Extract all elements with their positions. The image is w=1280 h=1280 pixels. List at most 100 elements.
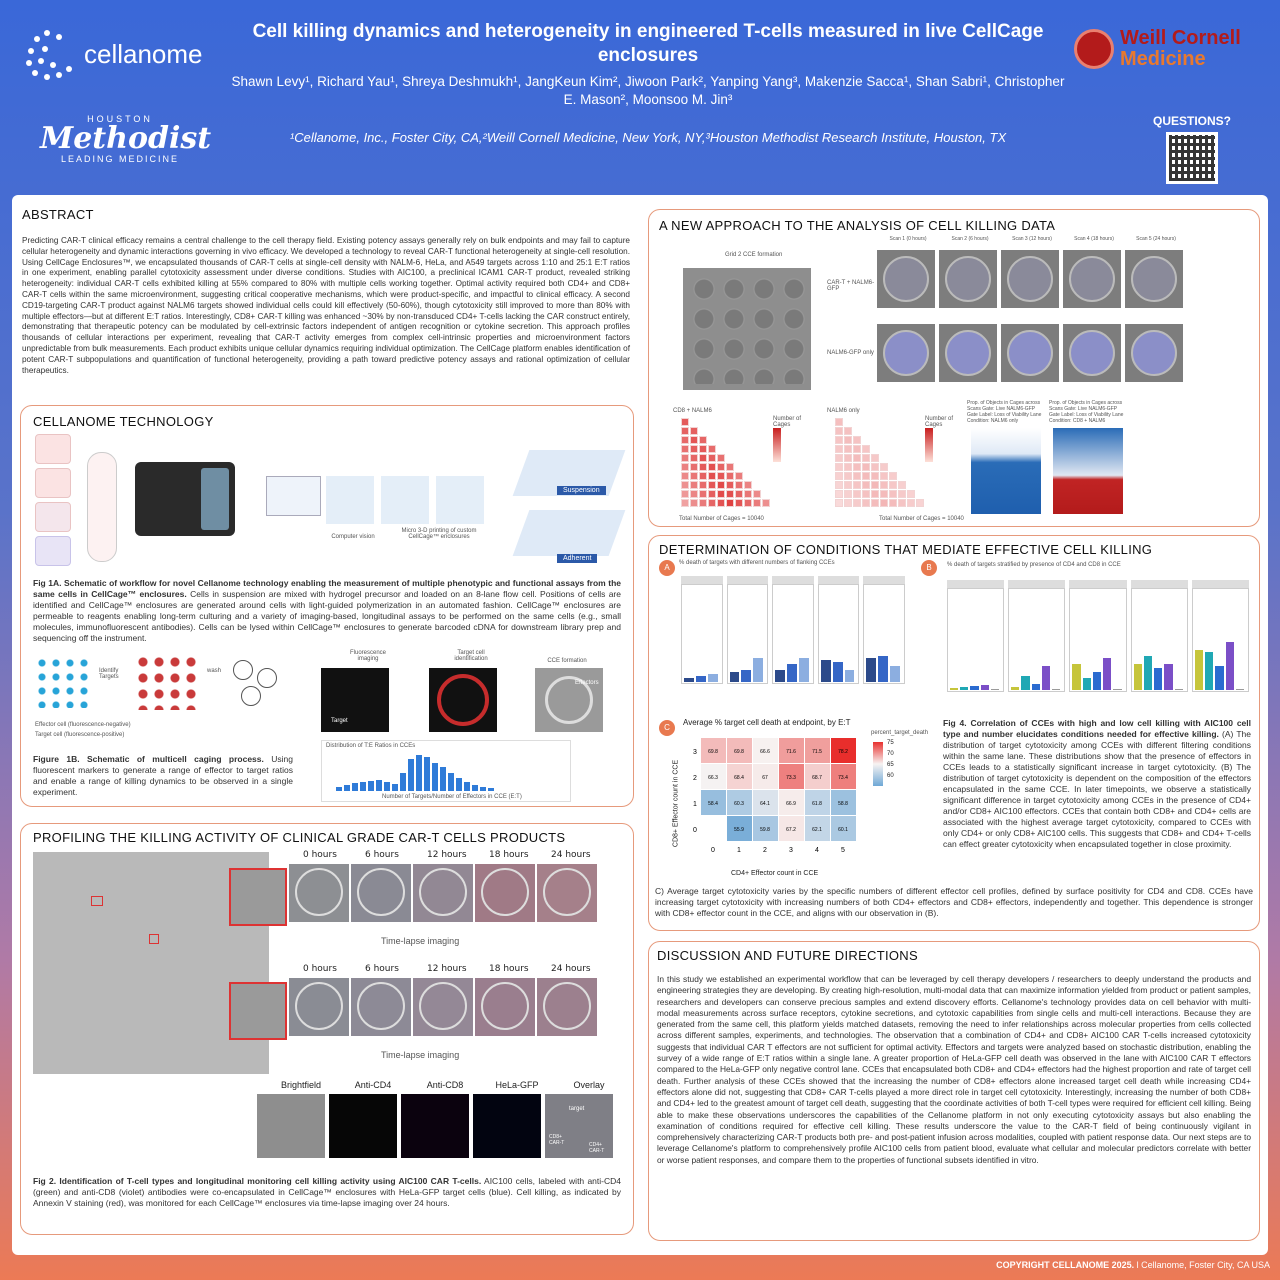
heat-cell	[744, 490, 752, 498]
heat-cell	[871, 499, 879, 507]
heat-cell	[735, 499, 743, 507]
scan-row-2	[877, 324, 1237, 384]
scan-frame	[939, 324, 997, 382]
facet-strip	[681, 576, 723, 584]
box-mark	[1011, 687, 1020, 690]
channel-image: target CD8+ CAR-T CD4+ CAR-T	[545, 1094, 613, 1158]
box-mark	[890, 666, 900, 682]
heat-c-value: 66.9	[786, 801, 796, 807]
channel-image	[401, 1094, 469, 1158]
scan-frame	[1001, 250, 1059, 308]
heat-cell	[708, 499, 716, 507]
time-label: 6 hours	[365, 964, 399, 974]
fluor-label: Fluorescence imaging	[349, 650, 387, 662]
zoom-cce-2	[229, 982, 287, 1040]
heat-cell	[844, 472, 852, 480]
panel-b-marker: B	[921, 560, 937, 576]
heat-c-xlabel: 2	[763, 847, 767, 854]
box-mark	[1052, 689, 1061, 690]
overlay-cd4-label: CD4+ CAR-T	[589, 1142, 605, 1154]
heat-cell	[726, 472, 734, 480]
heat-cell	[699, 472, 707, 480]
box-mark	[1092, 672, 1102, 690]
legend-target: Target cell (fluorescence-positive)	[35, 732, 125, 738]
heat-cell	[907, 499, 915, 507]
heat-c-value: 64.1	[760, 801, 770, 807]
sample-tubes	[35, 434, 71, 574]
scan-label: Scan 2 (6 hours)	[951, 236, 989, 242]
box-mark	[753, 658, 764, 682]
cellcage-tile-1	[381, 476, 429, 524]
heat-c-value: 67	[762, 775, 768, 781]
heat-c-xlabel: 1	[737, 847, 741, 854]
scan-label: Scan 1 (0 hours)	[889, 236, 927, 242]
time-label: 0 hours	[303, 964, 337, 974]
timelapse-frame	[289, 864, 349, 922]
heat-cell	[871, 454, 879, 462]
scan-cce	[1131, 330, 1177, 376]
heat-c-value: 58.4	[708, 801, 718, 807]
timelapse-frame	[413, 864, 473, 922]
box-mark	[684, 678, 694, 682]
heat-c-cell	[831, 738, 856, 763]
heat-c-cell	[831, 790, 856, 815]
scan-frame	[1001, 324, 1059, 382]
qr-code-icon[interactable]	[1166, 132, 1218, 184]
channel-image	[257, 1094, 325, 1158]
facet-panel	[863, 584, 905, 684]
heat-cell	[690, 436, 698, 444]
scan-row-1	[877, 250, 1237, 310]
timelapse-frame	[537, 978, 597, 1036]
heat-c-cell	[727, 764, 752, 789]
heat-c-value: 73.4	[838, 775, 848, 781]
panel-c-xlabel: CD4+ Effector count in CCE	[731, 870, 819, 877]
panel-b-title: % death of targets stratified by presenc…	[947, 562, 1121, 568]
heat1-colorbar	[773, 428, 781, 462]
prop1-title: Prop. of Objects in Cages across Scans G…	[967, 400, 1042, 424]
timelapse-frame	[475, 978, 535, 1036]
heat-c-value: 61.8	[812, 801, 822, 807]
heat-c-value: 78.2	[838, 749, 848, 755]
heat-cell	[862, 499, 870, 507]
scan-cce	[1069, 330, 1115, 376]
time-label: 24 hours	[551, 850, 591, 860]
heat-cell	[889, 490, 897, 498]
heat-cell	[862, 481, 870, 489]
fig1b-caption: Figure 1B. Schematic of multicell caging…	[33, 754, 293, 797]
scan-frame	[877, 250, 935, 308]
box-mark	[980, 685, 989, 690]
heat-c-cell	[753, 738, 778, 763]
heat-c-value: 68.7	[812, 775, 822, 781]
heat-c-cell	[753, 816, 778, 841]
timelapse-frame	[413, 978, 473, 1036]
box-mark	[970, 686, 979, 690]
cce-formation-image: Effectors	[535, 668, 603, 732]
discussion-heading: DISCUSSION AND FUTURE DIRECTIONS	[657, 948, 918, 963]
distribution-bars	[336, 755, 494, 791]
heat-cell	[690, 463, 698, 471]
box-mark	[990, 689, 1000, 690]
abstract-text: Predicting CAR-T clinical efficacy remai…	[22, 236, 630, 375]
heat-cell	[880, 463, 888, 471]
box-mark	[1154, 668, 1163, 690]
panel-c-heatmap: 3 69.8 69.8 66.6 71.6 71.5 78.2 2 66.3 68.4 67 73.3…	[693, 738, 856, 854]
channel-label: Overlay	[573, 1080, 605, 1090]
heat-cell	[717, 490, 725, 498]
cce-grid-image	[683, 268, 811, 390]
target-id-label: Target cell identification	[454, 650, 488, 662]
timelapse-frame	[351, 864, 411, 922]
technology-heading: CELLANOME TECHNOLOGY	[33, 414, 214, 429]
box-mark	[1174, 689, 1183, 690]
instrument-image	[135, 462, 235, 536]
heat-cell	[690, 454, 698, 462]
scan-frame	[1063, 324, 1121, 382]
heat-cell	[853, 436, 861, 444]
poster-header: cellanome HOUSTON Methodist LEADING MEDI…	[0, 0, 1280, 195]
facet-strip	[1008, 580, 1066, 588]
heat-c-cell	[805, 816, 830, 841]
heat2-colorbar	[925, 428, 933, 462]
new-approach-panel: A NEW APPROACH TO THE ANALYSIS OF CELL K…	[648, 209, 1260, 527]
cellanome-logo: cellanome	[24, 28, 203, 80]
heat-cell	[681, 436, 689, 444]
facet-strip	[1069, 580, 1127, 588]
